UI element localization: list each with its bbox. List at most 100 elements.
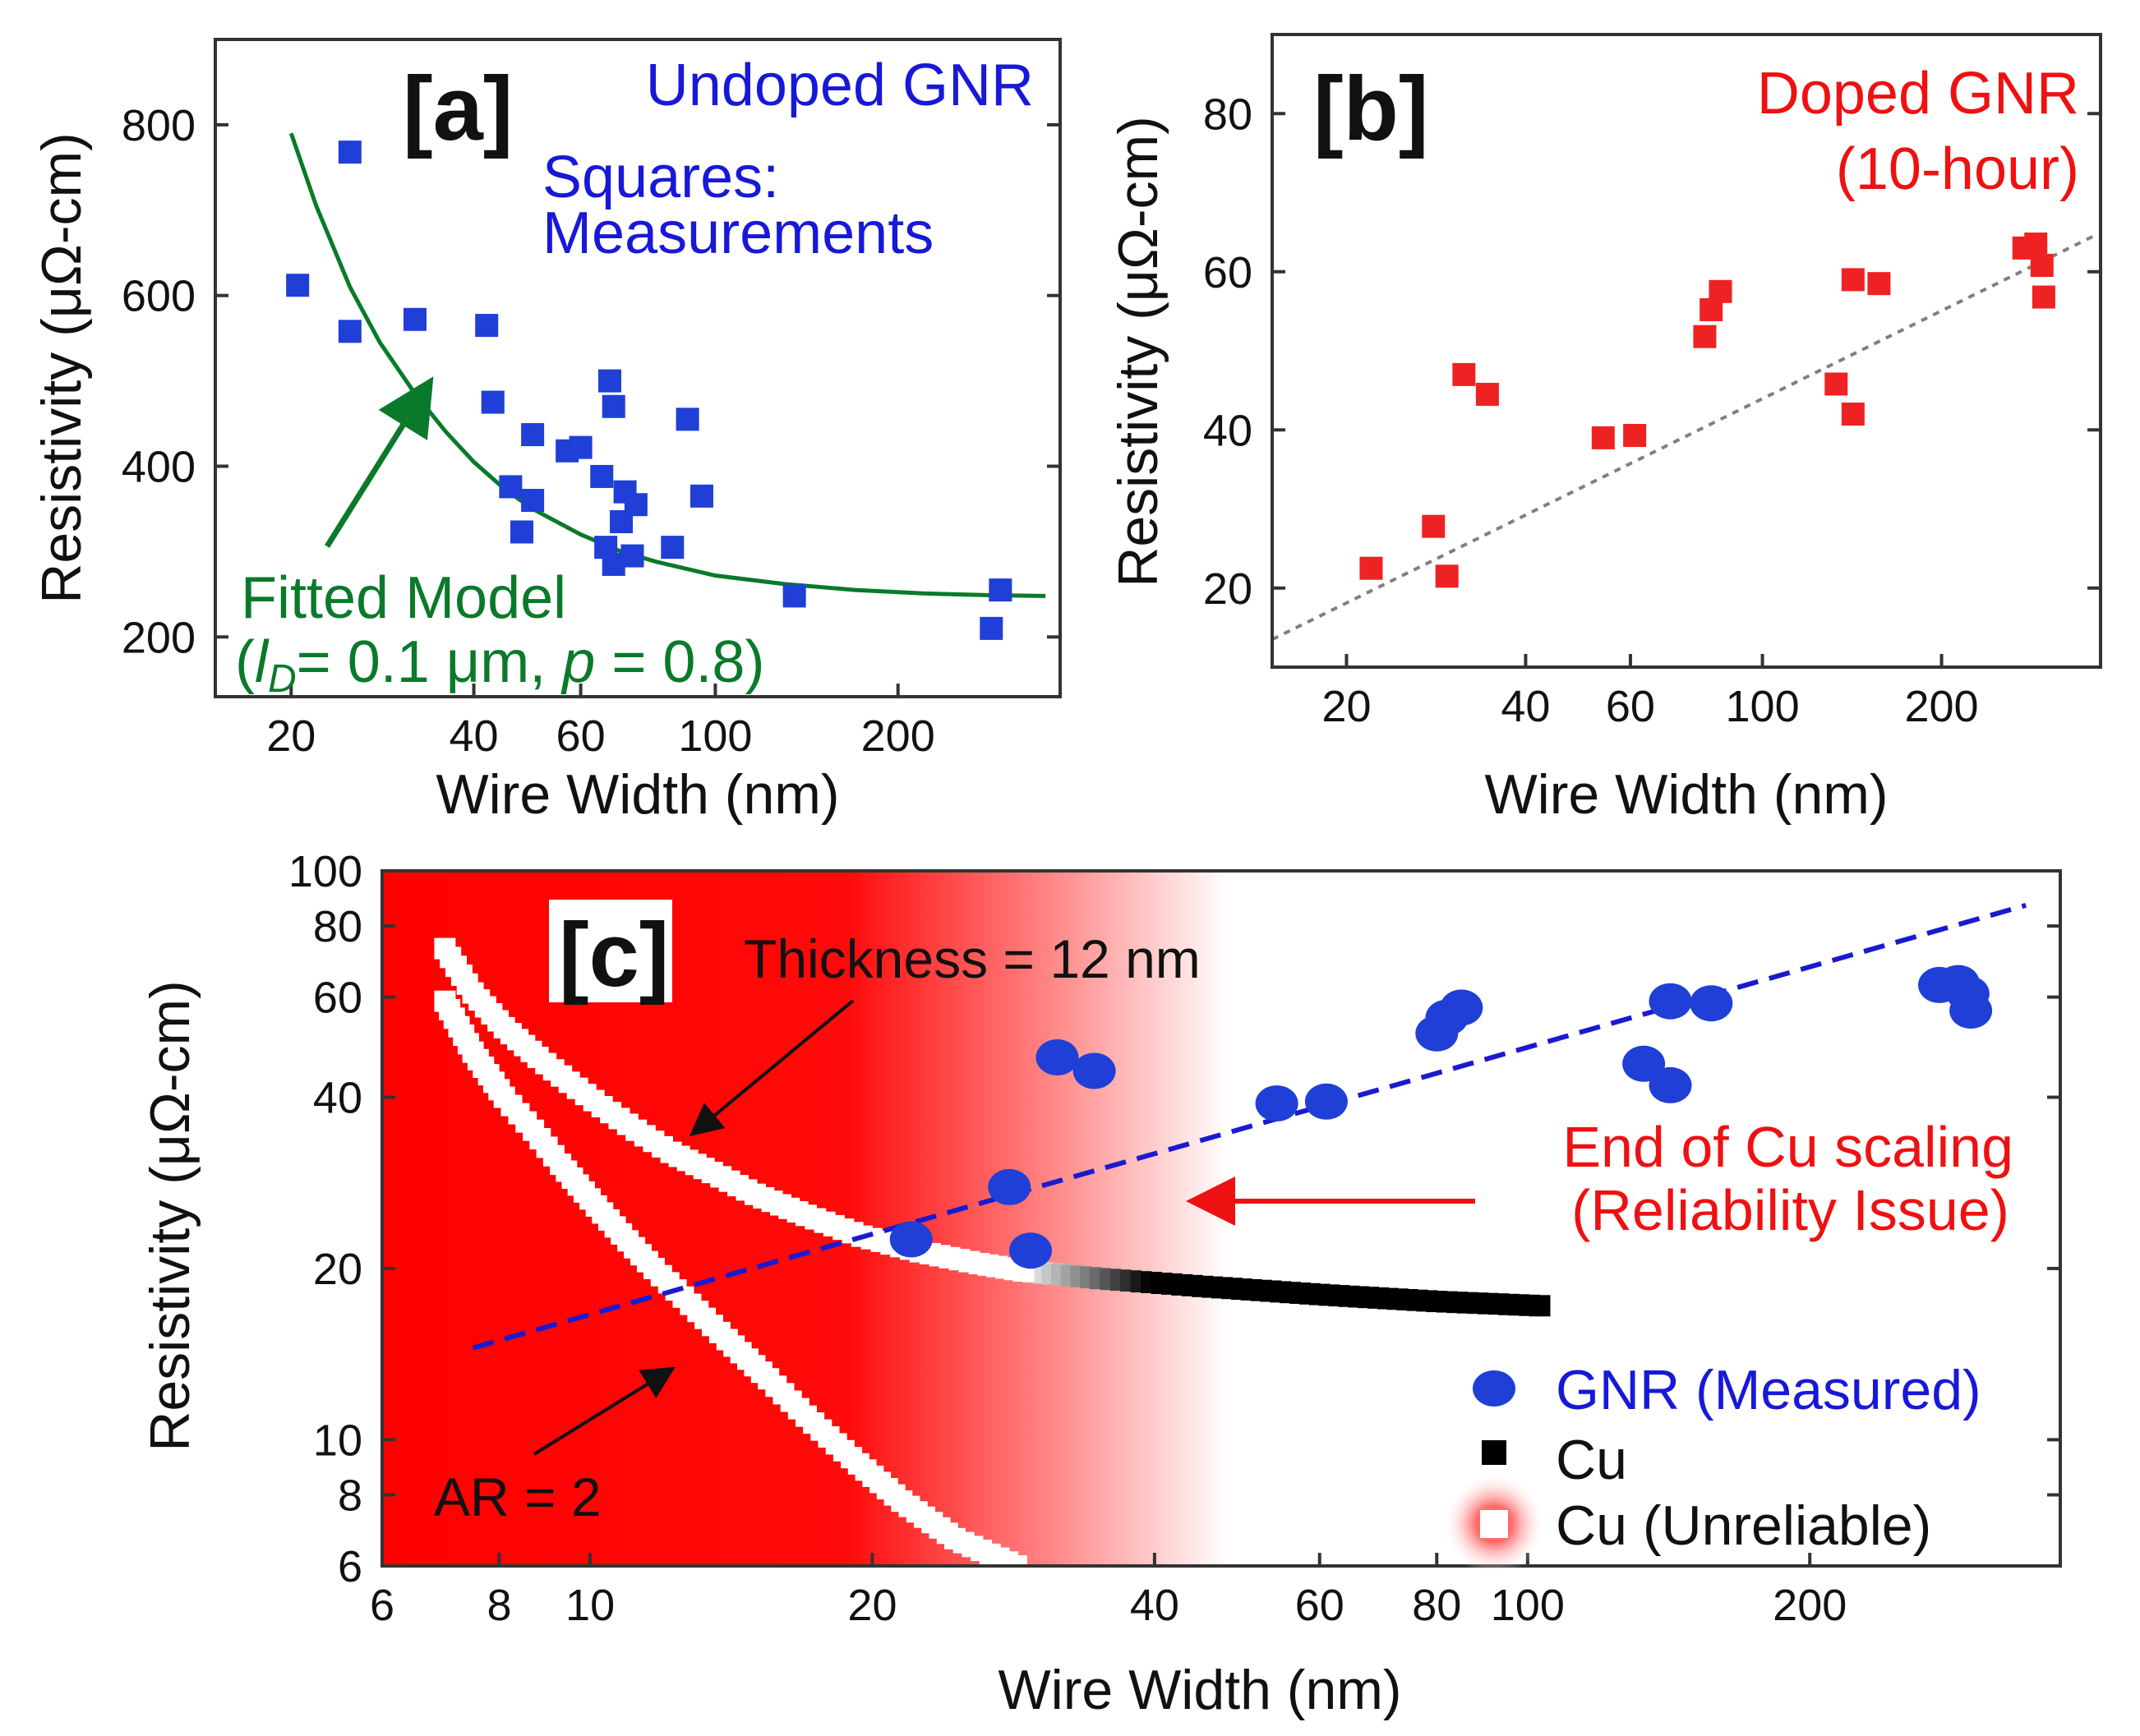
measurement-point-15	[602, 395, 625, 418]
panel-c-legend: GNR (Measured) Cu Cu (Unreliable)	[1443, 1359, 1981, 1575]
legend-label-cu: Cu	[1556, 1429, 1627, 1491]
doped-point-5	[1592, 426, 1615, 449]
legend-label-cu-unreliable: Cu (Unreliable)	[1556, 1494, 1931, 1557]
x-tick-label-100: 100	[678, 711, 752, 761]
panel-a-label: [a]	[403, 58, 513, 159]
measurement-point-7	[510, 520, 533, 543]
panel-b-ylabel: Resistivity (μΩ-cm)	[1107, 116, 1169, 587]
x-tick-label-10: 10	[565, 1581, 615, 1630]
doped-point-17	[2032, 286, 2055, 309]
y-tick-label-8: 8	[338, 1471, 362, 1520]
y-tick-label-600: 600	[122, 272, 196, 321]
x-tick-label-20: 20	[1321, 682, 1371, 731]
panel-a-fit-open: (	[235, 629, 255, 695]
doped-point-7	[1693, 325, 1716, 348]
panel-b-subtitle: (10-hour)	[1836, 136, 2079, 202]
panel-b-marks	[1272, 233, 2093, 639]
x-tick-label-200: 200	[861, 711, 935, 761]
panel-c-label: [c]	[559, 905, 669, 1006]
panel-b-title: Doped GNR	[1757, 61, 2079, 127]
gnr-point-0	[890, 1222, 933, 1258]
measurement-point-12	[590, 465, 613, 488]
panel-a-fit-arrow	[327, 386, 427, 546]
doped-point-6	[1623, 424, 1646, 447]
gnr-point-4	[1073, 1053, 1116, 1089]
panel-a: 204060100200200400600800 [a] Undoped GNR…	[30, 39, 1060, 826]
x-tick-label-20: 20	[847, 1581, 897, 1630]
doped-point-1	[1422, 515, 1445, 538]
x-tick-label-40: 40	[1501, 682, 1550, 731]
gnr-point-2	[1009, 1232, 1052, 1269]
measurement-point-20	[625, 493, 648, 516]
panel-a-fit-sub: D	[268, 657, 297, 701]
y-tick-label-40: 40	[313, 1074, 362, 1123]
panel-b-xlabel: Wire Width (nm)	[1484, 763, 1888, 826]
doped-point-4	[1476, 383, 1499, 406]
legend-marker-cu	[1482, 1440, 1506, 1465]
x-tick-label-60: 60	[1295, 1581, 1344, 1630]
gnr-point-9	[1440, 989, 1483, 1025]
x-tick-label-40: 40	[1130, 1581, 1179, 1630]
measurement-point-5	[482, 391, 505, 414]
x-tick-label-100: 100	[1491, 1581, 1565, 1630]
measurement-point-23	[690, 485, 713, 508]
measurement-point-14	[598, 370, 621, 393]
x-tick-label-40: 40	[450, 711, 499, 761]
measurement-point-0	[286, 274, 309, 297]
panel-a-squares-line2: Measurements	[542, 200, 934, 266]
panel-a-fit-p: p	[560, 629, 595, 695]
x-tick-label-100: 100	[1726, 682, 1800, 731]
measurement-point-25	[980, 617, 1003, 640]
gnr-point-5	[1256, 1085, 1298, 1121]
panel-c-xlabel: Wire Width (nm)	[998, 1659, 1401, 1721]
doped-point-2	[1436, 564, 1459, 587]
gnr-point-1	[988, 1169, 1031, 1205]
legend-label-gnr: GNR (Measured)	[1556, 1359, 1981, 1421]
panel-a-fit-end: = 0.8)	[595, 629, 764, 695]
y-tick-label-20: 20	[1203, 564, 1252, 614]
doped-point-3	[1452, 363, 1475, 386]
x-tick-label-6: 6	[370, 1581, 394, 1630]
doped-point-13	[1867, 272, 1890, 295]
measurement-point-22	[676, 408, 699, 431]
y-tick-label-400: 400	[122, 442, 196, 491]
y-tick-label-200: 200	[122, 613, 196, 662]
x-tick-label-60: 60	[556, 711, 606, 761]
y-tick-label-80: 80	[1203, 90, 1252, 139]
y-tick-label-80: 80	[313, 902, 362, 951]
x-tick-label-20: 20	[266, 711, 316, 761]
panel-a-xlabel: Wire Width (nm)	[436, 763, 839, 826]
panel-a-title: Undoped GNR	[646, 53, 1034, 118]
panel-a-fit-line2: (lD= 0.1 μm, p = 0.8)	[235, 629, 764, 701]
gnr-point-6	[1305, 1084, 1348, 1120]
gnr-point-17	[1949, 992, 1992, 1029]
panel-c-ar-label: AR = 2	[434, 1467, 602, 1527]
measurement-point-2	[339, 320, 362, 343]
x-tick-label-8: 8	[487, 1581, 512, 1630]
measurement-point-6	[499, 475, 522, 498]
measurement-point-19	[620, 545, 643, 568]
x-tick-label-200: 200	[1904, 682, 1978, 731]
measurement-point-9	[521, 489, 544, 512]
gnr-point-13	[1690, 985, 1732, 1021]
doped-point-16	[2031, 254, 2054, 277]
panel-a-fit-line1: Fitted Model	[241, 565, 566, 631]
cu-curve-mark-52	[1529, 1295, 1550, 1316]
legend-marker-cu-unreliable	[1480, 1510, 1508, 1538]
measurement-point-1	[339, 140, 362, 163]
figure: 204060100200200400600800 [a] Undoped GNR…	[0, 0, 2140, 1736]
measurement-point-3	[404, 308, 427, 331]
y-tick-label-10: 10	[313, 1416, 362, 1465]
measurement-point-8	[521, 423, 544, 446]
gnr-point-11	[1649, 1067, 1692, 1103]
doped-point-11	[1842, 403, 1865, 426]
panel-c-ylabel: Resistivity (μΩ-cm)	[139, 980, 201, 1452]
gnr-point-3	[1036, 1039, 1079, 1075]
y-tick-label-40: 40	[1203, 406, 1252, 455]
panel-c-thickness-label: Thickness = 12 nm	[744, 928, 1201, 989]
measurement-point-24	[783, 584, 806, 607]
y-tick-label-100: 100	[288, 847, 362, 896]
panel-a-ylabel: Resistivity (μΩ-cm)	[30, 132, 93, 604]
x-tick-label-60: 60	[1606, 682, 1655, 731]
panel-c-end-cu-line1: End of Cu scaling	[1562, 1115, 2013, 1179]
